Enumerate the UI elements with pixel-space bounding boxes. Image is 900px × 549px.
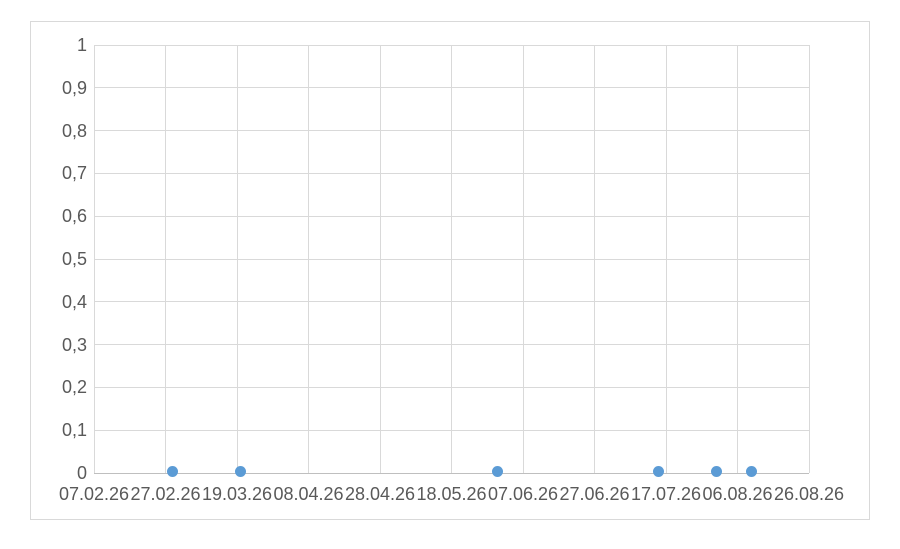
horizontal-gridline (94, 172, 809, 174)
vertical-gridline (594, 45, 595, 473)
y-axis-tick-label: 0,9 (61, 77, 87, 98)
y-axis-tick-label: 0,7 (61, 163, 87, 184)
vertical-gridline (236, 45, 238, 473)
x-axis-tick-label: 06.08.26 (702, 484, 773, 504)
y-axis-tick-label: 0,3 (61, 334, 87, 355)
x-axis-tick-label: 18.05.26 (416, 484, 487, 504)
vertical-gridline (522, 45, 524, 473)
scatter-point-marker (167, 465, 179, 477)
vertical-gridline (737, 45, 738, 473)
horizontal-gridline (94, 215, 809, 217)
horizontal-gridline (94, 87, 809, 89)
x-axis-tick-label: 28.04.26 (344, 484, 416, 504)
y-axis-tick-label: 0,5 (61, 249, 87, 269)
vertical-gridline (308, 45, 309, 473)
scatter-point-marker (653, 465, 665, 477)
chart-frame: 0 0,1 0,2 0,3 0,4 0,5 0,6 0,7 0,8 0,9 1 07.02.26 27… (30, 21, 870, 520)
y-axis-tick-label: 0,8 (61, 120, 87, 141)
x-axis-tick-label: 07.06.26 (487, 484, 559, 504)
y-axis-tick-label: 0 (76, 463, 87, 483)
scatter-point-marker (710, 465, 722, 477)
y-axis-tick-label: 0,6 (61, 206, 87, 227)
x-axis-tick-label: 07.02.26 (58, 484, 130, 504)
vertical-gridline (665, 45, 667, 473)
y-axis-tick-label: 0,4 (61, 291, 87, 312)
y-axis-tick-label: 0,2 (61, 377, 87, 398)
horizontal-gridline (94, 130, 809, 132)
x-axis-tick-label: 27.06.26 (559, 484, 630, 504)
vertical-gridline (379, 45, 381, 473)
vertical-gridline (451, 45, 452, 473)
x-axis-tick-label: 27.02.26 (130, 484, 201, 504)
scatter-point-marker (492, 465, 504, 477)
horizontal-gridline (94, 344, 809, 346)
horizontal-gridline (94, 258, 809, 260)
y-axis-tick-label: 0,1 (61, 420, 87, 441)
x-axis-tick-label: 19.03.26 (201, 484, 273, 504)
x-axis-tick-label: 26.08.26 (773, 484, 845, 504)
horizontal-gridline (94, 44, 809, 46)
x-axis-tick-label: 08.04.26 (273, 484, 344, 504)
horizontal-gridline (94, 429, 809, 431)
vertical-gridline (165, 45, 166, 473)
horizontal-gridline (94, 386, 809, 388)
x-axis-tick-label: 17.07.26 (630, 484, 702, 504)
y-axis-tick-label: 1 (76, 35, 87, 55)
horizontal-gridline (94, 301, 809, 303)
vertical-gridline (93, 45, 95, 473)
vertical-gridline (808, 45, 810, 473)
scatter-point-marker (746, 465, 758, 477)
x-axis-line (94, 472, 809, 474)
scatter-point-marker (235, 465, 247, 477)
